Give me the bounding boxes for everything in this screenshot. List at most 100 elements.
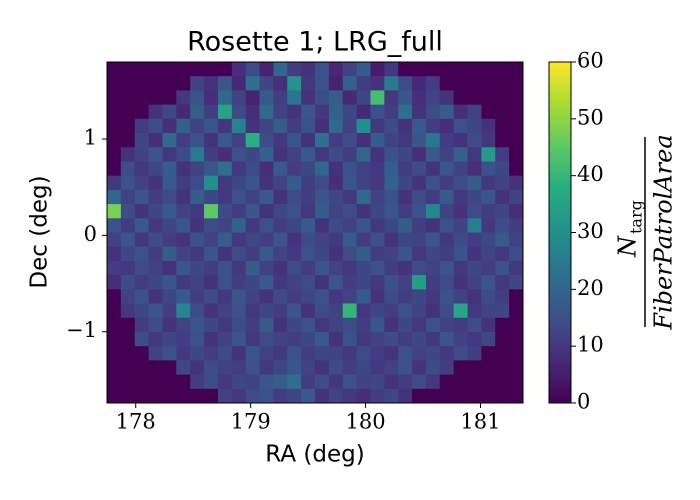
heatmap-cell — [134, 104, 149, 120]
heatmap-cell — [176, 161, 191, 177]
heatmap-cell — [259, 331, 274, 347]
heatmap-cell — [120, 161, 136, 177]
heatmap-cell — [453, 232, 468, 248]
heatmap-cell — [287, 189, 302, 205]
heatmap-cell — [120, 232, 136, 248]
heatmap-cell — [342, 90, 357, 106]
heatmap-cell — [356, 104, 371, 120]
heatmap-cell — [481, 76, 496, 91]
plot-frame — [106, 61, 524, 404]
heatmap-cell — [287, 360, 302, 375]
heatmap-cell — [148, 232, 163, 248]
heatmap-cell — [495, 289, 510, 304]
heatmap-cell — [287, 76, 302, 91]
heatmap-cell — [287, 147, 302, 162]
heatmap-cell — [356, 275, 371, 290]
heatmap-cell — [231, 246, 247, 262]
heatmap-cell — [204, 189, 219, 205]
y-tick-label: −1 — [66, 318, 97, 342]
x-tick-label: 179 — [231, 410, 271, 434]
heatmap-cell — [509, 360, 524, 375]
heatmap-cell — [107, 62, 122, 77]
heatmap-cell — [328, 232, 344, 248]
x-tick-label: 181 — [460, 410, 500, 434]
heatmap-cell — [259, 374, 274, 390]
heatmap-cell — [342, 360, 357, 375]
heatmap-cell — [134, 232, 149, 248]
heatmap-cell — [217, 388, 233, 404]
heatmap-cell — [204, 62, 219, 77]
heatmap-cell — [273, 147, 288, 162]
heatmap-cell — [356, 90, 371, 106]
heatmap-cell — [398, 346, 413, 361]
heatmap-cell — [356, 374, 371, 390]
heatmap-cell — [120, 76, 136, 91]
heatmap-cell — [425, 346, 441, 361]
heatmap-cell — [273, 204, 288, 219]
heatmap-cell — [384, 303, 399, 319]
heatmap-cell — [398, 118, 413, 134]
heatmap-cell — [301, 133, 316, 148]
heatmap-cell — [204, 218, 219, 233]
heatmap-cell — [245, 346, 260, 361]
heatmap-cell — [412, 76, 427, 91]
heatmap-cell — [495, 189, 510, 205]
heatmap-cell — [315, 346, 330, 361]
heatmap-cell — [120, 118, 136, 134]
heatmap-cell — [425, 204, 441, 219]
heatmap-cell — [287, 331, 302, 347]
heatmap-cell — [190, 104, 205, 120]
heatmap-cell — [384, 76, 399, 91]
heatmap-cell — [134, 161, 149, 177]
heatmap-cell — [259, 62, 274, 77]
heatmap-cell — [509, 218, 524, 233]
heatmap-cell — [315, 317, 330, 333]
heatmap-cell — [162, 346, 177, 361]
heatmap-cell — [328, 175, 344, 191]
x-tick-label: 178 — [116, 410, 156, 434]
heatmap-cell — [495, 175, 510, 191]
heatmap-cell — [301, 90, 316, 106]
heatmap-cell — [425, 175, 441, 191]
heatmap-cell — [301, 218, 316, 233]
heatmap-cell — [190, 189, 205, 205]
heatmap-cell — [107, 147, 122, 162]
heatmap-cell — [162, 331, 177, 347]
heatmap-cell — [315, 147, 330, 162]
heatmap-cell — [301, 260, 316, 276]
heatmap-cell — [231, 118, 247, 134]
heatmap-cell — [370, 275, 385, 290]
heatmap-cell — [467, 218, 482, 233]
heatmap-cell — [398, 388, 413, 404]
heatmap-cell — [509, 346, 524, 361]
heatmap-cell — [217, 317, 233, 333]
heatmap-cell — [439, 118, 455, 134]
heatmap-cell — [190, 62, 205, 77]
colorbar-label-denominator: FiberPatrolArea — [650, 134, 678, 330]
heatmap-cell — [273, 346, 288, 361]
heatmap-cell — [481, 218, 496, 233]
heatmap-cell — [315, 360, 330, 375]
heatmap-cell — [328, 218, 344, 233]
heatmap-cell — [481, 204, 496, 219]
heatmap-cell — [287, 104, 302, 120]
heatmap-cell — [467, 360, 482, 375]
heatmap-cell — [107, 204, 122, 219]
heatmap-cell — [259, 204, 274, 219]
heatmap-cell — [287, 133, 302, 148]
heatmap-cell — [495, 204, 510, 219]
heatmap-cell — [467, 62, 482, 77]
heatmap-cell — [439, 388, 455, 404]
heatmap-cell — [356, 161, 371, 177]
heatmap-cell — [217, 218, 233, 233]
chart-title: Rosette 1; LRG_full — [187, 27, 443, 58]
heatmap-cell — [467, 189, 482, 205]
heatmap-cell — [495, 346, 510, 361]
heatmap-cell — [190, 246, 205, 262]
heatmap-cell — [342, 147, 357, 162]
heatmap-cell — [425, 388, 441, 404]
heatmap-cell — [315, 260, 330, 276]
colorbar — [548, 61, 572, 404]
heatmap-cell — [301, 317, 316, 333]
heatmap-cell — [370, 246, 385, 262]
